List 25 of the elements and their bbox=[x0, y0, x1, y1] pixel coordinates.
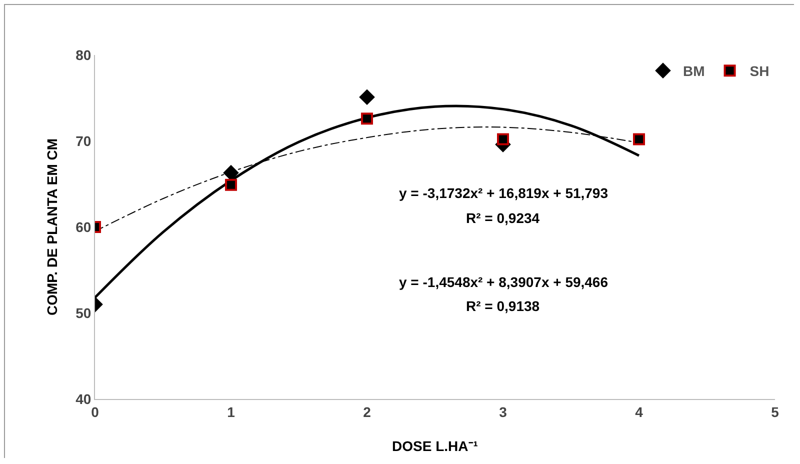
y-tick-label: 50 bbox=[76, 304, 92, 321]
point bbox=[361, 112, 373, 125]
y-tick-label: 70 bbox=[76, 132, 92, 149]
point bbox=[360, 90, 374, 105]
annotation: y = -3,1732x² + 16,819x + 51,793 bbox=[399, 185, 608, 201]
point bbox=[633, 133, 645, 146]
x-tick-label: 5 bbox=[771, 404, 780, 420]
legend-label: SH bbox=[750, 63, 770, 80]
point bbox=[225, 178, 237, 191]
x-tick-label: 3 bbox=[499, 404, 508, 420]
y-tick-label: 80 bbox=[76, 46, 92, 63]
legend-label: BM bbox=[683, 63, 705, 80]
y-tick-label: 60 bbox=[76, 218, 92, 235]
x-axis-title: DOSE L.HA⁻¹ bbox=[392, 438, 478, 454]
y-tick-label: 40 bbox=[76, 390, 92, 407]
x-tick-label: 4 bbox=[635, 404, 644, 420]
x-tick-label: 0 bbox=[91, 404, 100, 420]
y-axis-title: COMP. DE PLANTA EM CM bbox=[44, 138, 60, 316]
annotation: R² = 0,9138 bbox=[466, 298, 540, 314]
point bbox=[497, 133, 509, 146]
annotation: R² = 0,9234 bbox=[466, 210, 540, 226]
x-tick-label: 1 bbox=[227, 404, 236, 420]
annotation: y = -1,4548x² + 8,3907x + 59,466 bbox=[399, 274, 608, 290]
x-tick-label: 2 bbox=[363, 404, 372, 420]
point bbox=[224, 165, 238, 180]
